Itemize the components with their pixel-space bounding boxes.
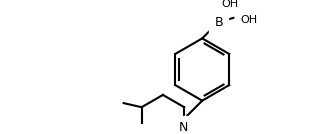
Text: B: B: [214, 16, 223, 29]
Text: N: N: [179, 121, 188, 134]
Text: OH: OH: [221, 0, 239, 9]
Text: OH: OH: [240, 15, 257, 25]
